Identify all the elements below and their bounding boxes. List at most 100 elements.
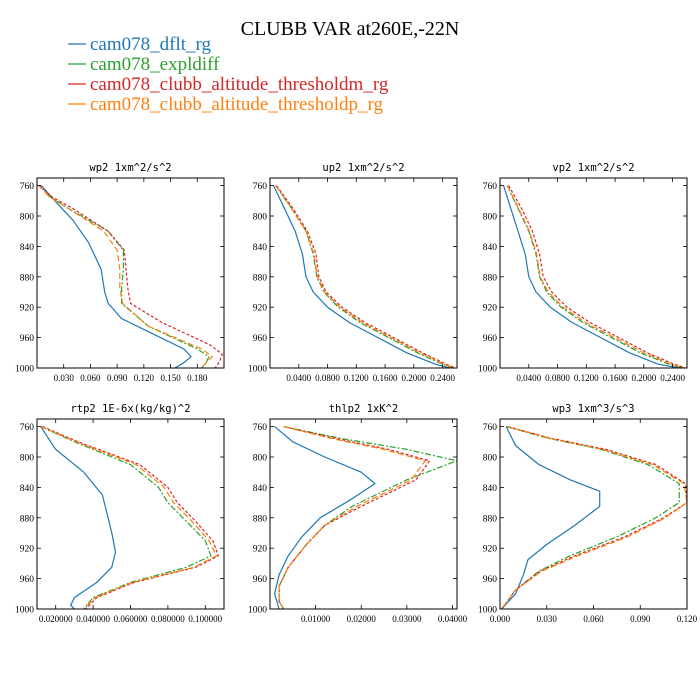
y-tick-label: 920 bbox=[483, 304, 498, 314]
y-tick-label: 840 bbox=[253, 484, 268, 494]
y-tick-label: 840 bbox=[483, 243, 498, 253]
x-tick-label: 0.180 bbox=[187, 373, 208, 383]
series-line bbox=[503, 185, 680, 368]
panel-title: thlp2 1xK^2 bbox=[329, 403, 399, 415]
x-tick-label: 0.090 bbox=[107, 373, 128, 383]
x-tick-label: 0.120 bbox=[677, 614, 698, 624]
plot-frame bbox=[499, 177, 688, 369]
x-tick-label: 0.0400 bbox=[516, 373, 541, 383]
x-tick-label: 0.2400 bbox=[660, 373, 685, 383]
x-tick-label: 0.040000 bbox=[76, 614, 110, 624]
legend-item: cam078_clubb_altitude_thresholdp_rg bbox=[68, 94, 384, 115]
series-group bbox=[501, 426, 687, 609]
y-tick-label: 760 bbox=[483, 182, 498, 192]
x-tick-label: 0.1200 bbox=[344, 373, 369, 383]
y-tick-label: 760 bbox=[483, 423, 498, 433]
y-tick-label: 960 bbox=[483, 334, 498, 344]
plot-frame bbox=[36, 177, 225, 369]
panels: wp2 1xm^2/s^2 760 800 840 880 920 960 1000 0.030… bbox=[15, 162, 698, 624]
plot-frame bbox=[36, 418, 225, 610]
plot-frame bbox=[269, 418, 458, 610]
series-group bbox=[503, 185, 686, 368]
x-tick-label: 0.0800 bbox=[315, 373, 340, 383]
y-tick-label: 920 bbox=[253, 545, 268, 555]
x-tick-label: 0.090 bbox=[630, 614, 651, 624]
series-line bbox=[501, 426, 601, 609]
y-tick-label: 1000 bbox=[478, 365, 497, 375]
x-tick-label: 0.2000 bbox=[631, 373, 656, 383]
y-tick-label: 960 bbox=[253, 334, 268, 344]
y-tick-label: 880 bbox=[20, 514, 35, 524]
y-tick-label: 760 bbox=[253, 423, 268, 433]
panel-title: rtp2 1E-6x(kg/kg)^2 bbox=[70, 403, 190, 415]
series-line bbox=[501, 426, 687, 609]
figure-title: CLUBB VAR at260E,-22N bbox=[241, 18, 460, 40]
series-line bbox=[38, 185, 213, 368]
panel: thlp2 1xK^2 760 800 840 880 920 960 1000 0.01000… bbox=[248, 403, 468, 624]
series-line bbox=[506, 185, 685, 368]
x-tick-label: 0.1200 bbox=[574, 373, 599, 383]
x-tick-label: 0.100000 bbox=[188, 614, 222, 624]
legend-label: cam078_clubb_altitude_thresholdp_rg bbox=[90, 94, 384, 115]
x-tick-label: 0.2400 bbox=[430, 373, 455, 383]
y-tick-label: 800 bbox=[20, 213, 35, 223]
y-tick-label: 840 bbox=[20, 484, 35, 494]
legend-label: cam078_expldiff bbox=[90, 54, 220, 75]
y-tick-label: 920 bbox=[253, 304, 268, 314]
panel: vp2 1xm^2/s^2 760 800 840 880 920 960 1000 0.040… bbox=[478, 162, 688, 383]
y-tick-label: 880 bbox=[483, 273, 498, 283]
x-tick-label: 0.0800 bbox=[545, 373, 570, 383]
series-line bbox=[274, 426, 376, 609]
y-tick-label: 1000 bbox=[248, 365, 267, 375]
y-tick-label: 960 bbox=[483, 575, 498, 585]
series-group bbox=[40, 426, 219, 609]
y-tick-label: 840 bbox=[20, 243, 35, 253]
legend-item: cam078_expldiff bbox=[68, 54, 220, 75]
x-tick-label: 0.1600 bbox=[373, 373, 398, 383]
x-tick-label: 0.01000 bbox=[301, 614, 331, 624]
y-tick-label: 880 bbox=[483, 514, 498, 524]
x-tick-label: 0.030 bbox=[537, 614, 558, 624]
x-tick-label: 0.020000 bbox=[39, 614, 73, 624]
x-tick-label: 0.120 bbox=[134, 373, 155, 383]
y-tick-label: 800 bbox=[253, 454, 268, 464]
x-tick-label: 0.03000 bbox=[392, 614, 422, 624]
y-tick-label: 1000 bbox=[478, 606, 497, 616]
y-tick-label: 800 bbox=[253, 213, 268, 223]
y-tick-label: 1000 bbox=[15, 606, 34, 616]
x-tick-label: 0.060000 bbox=[114, 614, 148, 624]
y-tick-label: 880 bbox=[253, 514, 268, 524]
y-tick-label: 840 bbox=[483, 484, 498, 494]
x-tick-label: 0.080000 bbox=[151, 614, 185, 624]
x-tick-label: 0.2000 bbox=[401, 373, 426, 383]
series-line bbox=[40, 426, 117, 609]
x-tick-label: 0.060 bbox=[80, 373, 101, 383]
x-tick-label: 0.030 bbox=[54, 373, 75, 383]
y-tick-label: 800 bbox=[20, 454, 35, 464]
series-line bbox=[40, 426, 218, 609]
series-line bbox=[41, 185, 192, 368]
panel: up2 1xm^2/s^2 760 800 840 880 920 960 1000 0.040… bbox=[248, 162, 458, 383]
y-tick-label: 800 bbox=[483, 454, 498, 464]
y-tick-label: 1000 bbox=[15, 365, 34, 375]
y-tick-label: 760 bbox=[253, 182, 268, 192]
series-line bbox=[276, 185, 456, 368]
panel-title: up2 1xm^2/s^2 bbox=[322, 162, 404, 174]
series-line bbox=[508, 185, 686, 368]
legend-label: cam078_dflt_rg bbox=[90, 34, 212, 55]
y-tick-label: 1000 bbox=[248, 606, 267, 616]
panel-title: wp2 1xm^2/s^2 bbox=[89, 162, 171, 174]
y-tick-label: 920 bbox=[20, 304, 35, 314]
y-tick-label: 800 bbox=[483, 213, 498, 223]
x-tick-label: 0.060 bbox=[583, 614, 604, 624]
x-tick-label: 0.150 bbox=[160, 373, 181, 383]
series-line bbox=[39, 185, 223, 368]
y-tick-label: 960 bbox=[20, 334, 35, 344]
y-tick-label: 880 bbox=[20, 273, 35, 283]
series-line bbox=[501, 426, 680, 609]
y-tick-label: 760 bbox=[20, 182, 35, 192]
series-line bbox=[278, 426, 457, 609]
y-tick-label: 840 bbox=[253, 243, 268, 253]
